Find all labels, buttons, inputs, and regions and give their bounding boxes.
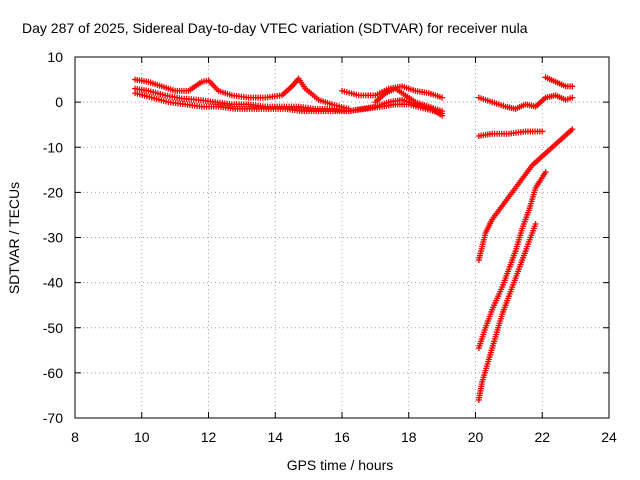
x-tick-label: 10 (134, 429, 150, 445)
y-tick-label: -40 (43, 275, 63, 291)
data-point (439, 94, 446, 101)
data-point (439, 108, 446, 115)
y-tick-label: 10 (47, 49, 63, 65)
y-tick-label: -50 (43, 320, 63, 336)
x-tick-label: 14 (267, 429, 283, 445)
data-point (569, 83, 576, 90)
data-point (569, 126, 576, 133)
data-point (539, 128, 546, 135)
y-tick-label: -60 (43, 365, 63, 381)
grid-layer (75, 57, 609, 418)
x-tick-label: 16 (334, 429, 350, 445)
data-points (132, 74, 576, 403)
x-tick-label: 12 (201, 429, 217, 445)
y-tick-label: -70 (43, 410, 63, 426)
x-tick-label: 22 (534, 429, 550, 445)
y-tick-label: -30 (43, 230, 63, 246)
x-tick-label: 20 (468, 429, 484, 445)
x-tick-label: 8 (71, 429, 79, 445)
y-axis-label: SDTVAR / TECUs (6, 182, 22, 294)
data-point (569, 94, 576, 101)
y-tick-label: -10 (43, 139, 63, 155)
x-tick-label: 18 (401, 429, 417, 445)
chart-title: Day 287 of 2025, Sidereal Day-to-day VTE… (22, 20, 528, 36)
x-tick-label: 24 (601, 429, 617, 445)
y-tick-label: 0 (55, 94, 63, 110)
data-point (542, 169, 549, 176)
y-tick-label: -20 (43, 184, 63, 200)
axis-ticks: 8 10 12 14 16 18 20 22 24 10 0 -10 -20 -30 -40 -50 -60 -7… (43, 49, 617, 445)
x-axis-label: GPS time / hours (287, 457, 394, 473)
data-point (532, 220, 539, 227)
